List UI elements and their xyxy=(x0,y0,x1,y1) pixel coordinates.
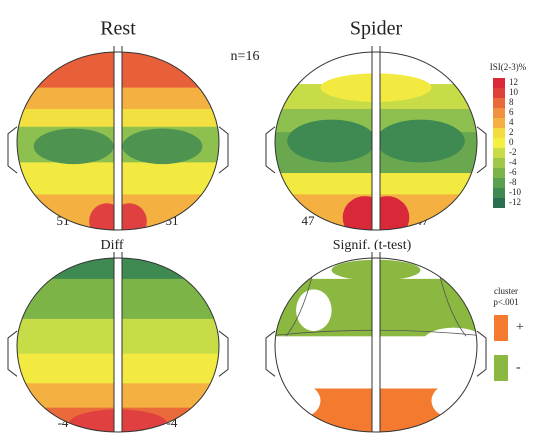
colorbar-swatch xyxy=(493,158,505,168)
sample-size: n=16 xyxy=(231,49,260,64)
colorbar-swatch xyxy=(493,168,505,178)
head-outline xyxy=(274,51,478,231)
map-blob xyxy=(376,119,465,163)
colorbar-tick: -2 xyxy=(509,147,517,157)
midline-gap xyxy=(372,250,380,434)
legend-title: p<.001 xyxy=(493,297,518,307)
head-label: -4 xyxy=(58,415,69,430)
colorbar-tick: 8 xyxy=(509,97,514,107)
ear xyxy=(218,126,229,174)
head-label: 47 xyxy=(302,213,316,228)
colorbar-tick: 10 xyxy=(509,87,519,97)
panel-title: Rest xyxy=(100,18,136,40)
head-outline xyxy=(274,257,478,433)
head-outline xyxy=(16,257,220,433)
ear xyxy=(7,330,18,377)
colorbar-swatch xyxy=(493,138,505,148)
panel-title: Diff xyxy=(100,238,123,253)
map-blob xyxy=(287,119,376,163)
ear xyxy=(7,126,18,174)
colorbar-swatch xyxy=(493,178,505,188)
colorbar-swatch xyxy=(493,108,505,118)
ear xyxy=(476,126,487,174)
colorbar-swatch xyxy=(493,88,505,98)
ear xyxy=(265,330,276,377)
colorbar-tick: 2 xyxy=(509,127,514,137)
colorbar-tick: 0 xyxy=(509,137,514,147)
colorbar-tick: 6 xyxy=(509,107,514,117)
colorbar-tick: -12 xyxy=(509,197,521,207)
map-blob xyxy=(431,383,476,419)
midline-gap xyxy=(114,44,122,232)
map-blob xyxy=(122,128,203,165)
legend-label: - xyxy=(516,360,521,375)
ear xyxy=(476,330,487,377)
ear xyxy=(265,126,276,174)
legend-label: + xyxy=(516,320,524,335)
panel-title: Signif. (t-test) xyxy=(333,238,412,253)
head-label: -4 xyxy=(167,415,178,430)
colorbar-swatch xyxy=(493,198,505,208)
colorbar-tick: -8 xyxy=(509,177,517,187)
colorbar-tick: -6 xyxy=(509,167,517,177)
midline-gap xyxy=(372,44,380,232)
colorbar-swatch xyxy=(493,188,505,198)
panel-title: Spider xyxy=(350,18,403,40)
colorbar-tick: 4 xyxy=(509,117,514,127)
ear xyxy=(218,330,229,377)
colorbar-tick: -10 xyxy=(509,187,521,197)
legend-swatch xyxy=(494,315,508,341)
map-blob xyxy=(296,289,332,332)
colorbar-swatch xyxy=(493,128,505,138)
map-blob xyxy=(420,327,477,363)
legend-title: cluster xyxy=(494,286,518,296)
colorbar-swatch xyxy=(493,78,505,88)
colorbar-title: ISI(2-3)% xyxy=(490,62,527,72)
colorbar-swatch xyxy=(493,148,505,158)
head-outline xyxy=(16,51,220,231)
colorbar-swatch xyxy=(493,118,505,128)
colorbar-tick: 12 xyxy=(509,77,518,87)
legend-swatch xyxy=(494,355,508,381)
colorbar-tick: -4 xyxy=(509,157,517,167)
map-blob xyxy=(33,128,114,165)
map-blob xyxy=(276,383,321,419)
midline-gap xyxy=(114,250,122,434)
colorbar-swatch xyxy=(493,98,505,108)
